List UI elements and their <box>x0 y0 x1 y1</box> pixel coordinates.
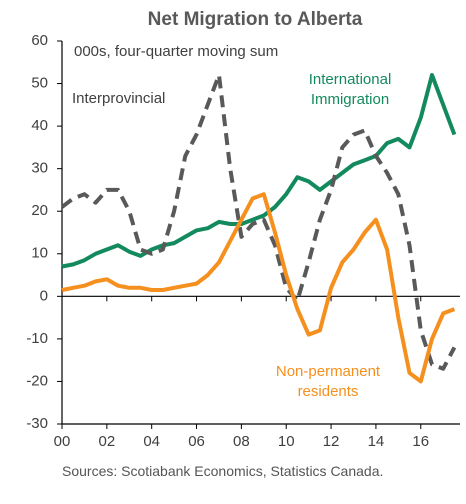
series-line <box>60 73 457 371</box>
x-tick-label: 10 <box>278 433 295 450</box>
series-line <box>61 73 457 269</box>
y-tick-label: -10 <box>26 330 48 347</box>
series-label: residents <box>298 383 359 400</box>
y-tick-label: -20 <box>26 372 48 389</box>
y-tick-label: 10 <box>31 245 48 262</box>
series-line <box>61 192 456 384</box>
x-tick-label: 12 <box>323 433 340 450</box>
y-tick-label: 50 <box>31 75 48 92</box>
x-tick-label: 00 <box>54 433 71 450</box>
chart: Net Migration to Alberta 000s, four-quar… <box>26 9 460 450</box>
x-tick-label: 16 <box>412 433 429 450</box>
x-tick-label: 06 <box>188 433 205 450</box>
y-tick-label: -30 <box>26 415 48 432</box>
x-tick-label: 02 <box>99 433 116 450</box>
x-tick-label: 14 <box>368 433 385 450</box>
series-label: Immigration <box>311 91 389 108</box>
x-tick-label: 04 <box>143 433 160 450</box>
subtitle: 000s, four-quarter moving sum <box>74 43 278 60</box>
chart-title: Net Migration to Alberta <box>148 9 363 30</box>
y-tick-label: 60 <box>31 32 48 49</box>
series-label: Non-permanent <box>276 363 381 380</box>
y-tick-label: 30 <box>31 160 48 177</box>
x-tick-label: 08 <box>233 433 250 450</box>
series-label: Interprovincial <box>72 90 165 107</box>
source-note: Sources: Scotiabank Economics, Statistic… <box>62 463 384 479</box>
y-tick-label: 20 <box>31 202 48 219</box>
y-tick-label: 0 <box>40 287 48 304</box>
series-label: International <box>309 71 392 88</box>
y-tick-label: 40 <box>31 117 48 134</box>
